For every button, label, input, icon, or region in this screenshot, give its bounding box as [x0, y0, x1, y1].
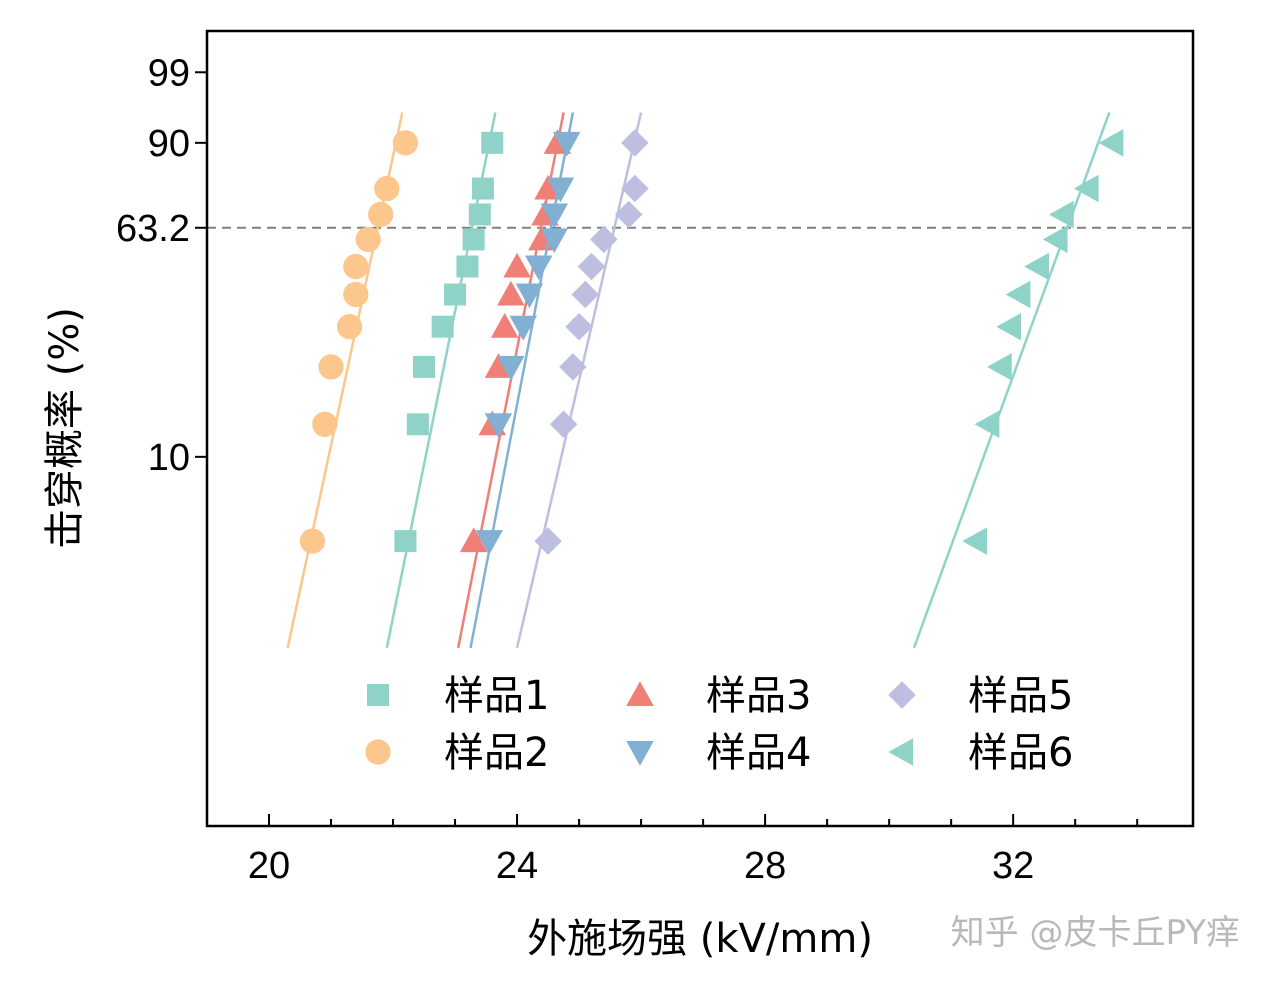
legend-label: 样品3 [706, 673, 811, 719]
data-point [565, 312, 593, 341]
data-point [546, 177, 575, 203]
data-point [444, 283, 467, 306]
series-6 [912, 112, 1124, 649]
data-point [590, 225, 618, 254]
x-tick-label: 32 [992, 845, 1034, 887]
plot-layer [207, 112, 1193, 649]
legend-item-3: 样品3 [626, 673, 811, 719]
data-point [509, 315, 538, 341]
data-point [468, 203, 491, 226]
data-point [497, 280, 525, 306]
legend-marker [626, 741, 654, 766]
plot-frame [205, 29, 1195, 828]
data-point [974, 410, 1000, 439]
data-point [459, 527, 488, 553]
data-point [534, 174, 562, 200]
fit-line [286, 112, 404, 649]
series-1 [385, 112, 504, 649]
series-2 [286, 112, 419, 649]
data-point [471, 177, 494, 200]
legend-label: 样品5 [968, 673, 1073, 719]
legend-marker [365, 739, 391, 765]
data-point [374, 175, 400, 202]
data-point [312, 411, 338, 437]
data-point [549, 410, 578, 439]
legend-label: 样品2 [444, 730, 549, 776]
data-point [413, 355, 436, 378]
legend: 样品1 样品2 样品3 样品4 样品5 样品6 [365, 673, 1073, 776]
data-point [540, 203, 569, 229]
data-point [343, 253, 369, 280]
data-point [1042, 225, 1068, 254]
series-5 [515, 112, 649, 649]
legend-item-1: 样品1 [367, 673, 549, 719]
legend-item-2: 样品2 [365, 730, 549, 776]
data-point [614, 200, 643, 229]
data-point [462, 228, 485, 251]
legend-item-4: 样品4 [626, 730, 811, 776]
y-tick-label: 99 [148, 52, 190, 94]
legend-label: 样品1 [444, 673, 549, 719]
legend-item-6: 样品6 [888, 730, 1073, 776]
data-point [1005, 280, 1031, 309]
y-tick-label: 90 [148, 123, 190, 165]
x-tick-label: 24 [496, 845, 538, 887]
data-point [1098, 129, 1124, 157]
fit-line [385, 112, 497, 649]
x-tick-label: 28 [744, 845, 786, 887]
data-point [559, 353, 587, 381]
data-point [431, 315, 454, 338]
data-point [503, 252, 531, 278]
data-point [1073, 174, 1099, 203]
data-point [1024, 252, 1049, 281]
data-point [621, 129, 649, 157]
data-point [996, 312, 1022, 341]
data-point [571, 280, 600, 309]
data-point [577, 252, 606, 281]
data-point [962, 527, 987, 555]
x-tick-label: 20 [248, 845, 290, 887]
data-point [484, 413, 513, 439]
data-point [484, 353, 513, 378]
data-point [406, 413, 429, 436]
legend-marker [888, 738, 913, 766]
data-point [343, 281, 369, 308]
legend-marker [367, 684, 389, 706]
watermark: 知乎 @皮卡丘PY痒 [951, 913, 1240, 953]
data-point [355, 226, 381, 253]
data-point [621, 174, 649, 203]
data-point [367, 201, 394, 228]
data-point [392, 130, 419, 156]
data-point [490, 312, 519, 338]
data-point [497, 355, 525, 381]
legend-label: 样品4 [706, 730, 811, 776]
y-tick-label: 63.2 [116, 208, 190, 250]
data-point [475, 530, 503, 555]
y-tick-label: 10 [148, 437, 190, 479]
data-point [534, 527, 562, 555]
legend-marker [888, 681, 916, 709]
data-point [515, 283, 544, 309]
axes-layer: 20 24 28 32 10 63.2 90 99 [116, 52, 1139, 887]
data-point [540, 228, 569, 254]
data-point [318, 354, 344, 380]
fit-line [515, 112, 643, 649]
data-point [987, 353, 1012, 381]
data-point [456, 255, 479, 278]
data-point [552, 131, 581, 157]
data-point [394, 530, 417, 553]
x-axis-title: 外施场强 (kV/mm) [527, 916, 873, 962]
legend-label: 样品6 [968, 730, 1073, 776]
fit-line [469, 112, 575, 649]
data-point [1049, 200, 1074, 229]
data-point [481, 131, 504, 154]
series-4 [469, 112, 581, 649]
data-point [525, 255, 553, 281]
y-axis-title: 击穿概率 (%) [42, 307, 88, 549]
legend-marker [626, 681, 654, 706]
data-point [299, 528, 326, 554]
legend-item-5: 样品5 [888, 673, 1073, 719]
data-point [336, 314, 363, 340]
